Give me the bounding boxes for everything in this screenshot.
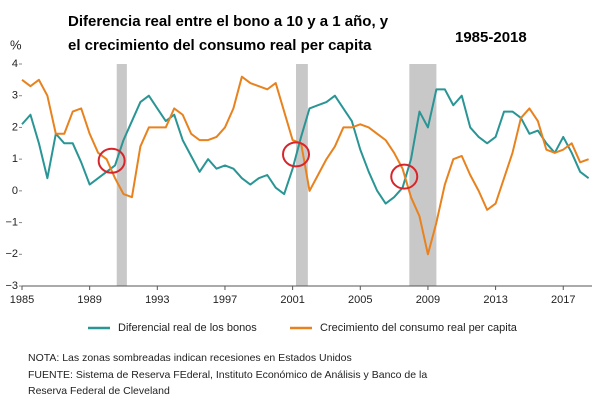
highlight-circle bbox=[97, 147, 126, 174]
x-tick-label: 1989 bbox=[77, 294, 101, 306]
y-tick-label: 1 bbox=[12, 153, 18, 165]
x-tick-label: 2017 bbox=[551, 294, 575, 306]
x-tick-label: 2009 bbox=[416, 294, 440, 306]
y-tick-label: −1 bbox=[5, 216, 18, 228]
highlight-circle bbox=[282, 141, 311, 168]
legend-label: Crecimiento del consumo real per capita bbox=[320, 322, 518, 334]
y-tick-label: 2 bbox=[12, 121, 18, 133]
series-line bbox=[21, 75, 589, 256]
x-tick-label: 1997 bbox=[213, 294, 237, 306]
x-tick-label: 2005 bbox=[348, 294, 372, 306]
x-tick-label: 2013 bbox=[483, 294, 507, 306]
x-tick-label: 1993 bbox=[145, 294, 169, 306]
y-tick-label: 3 bbox=[12, 90, 18, 102]
x-tick-label: 2001 bbox=[280, 294, 304, 306]
chart-title: el crecimiento del consumo real per capi… bbox=[68, 37, 372, 54]
chart-subtitle: 1985-2018 bbox=[455, 29, 527, 46]
recession-band bbox=[296, 64, 308, 286]
note: NOTA: Las zonas sombreadas indican reces… bbox=[28, 352, 352, 364]
y-tick-label: −3 bbox=[5, 280, 18, 292]
y-tick-label: −2 bbox=[5, 248, 18, 260]
recession-band bbox=[409, 64, 437, 286]
series-line bbox=[21, 88, 590, 205]
legend-label: Diferencial real de los bonos bbox=[118, 322, 257, 334]
y-tick-label: 4 bbox=[12, 58, 18, 70]
note: FUENTE: Sistema de Reserva FEderal, Inst… bbox=[28, 369, 427, 381]
chart-title: Diferencia real entre el bono a 10 y a 1… bbox=[68, 13, 389, 30]
note: Reserva Federal de Cleveland bbox=[28, 385, 170, 397]
recession-band bbox=[116, 64, 127, 286]
y-tick-label: 0 bbox=[12, 185, 18, 197]
highlight-circle bbox=[390, 163, 419, 190]
x-tick-label: 1985 bbox=[10, 294, 34, 306]
y-axis-label: % bbox=[10, 37, 22, 52]
